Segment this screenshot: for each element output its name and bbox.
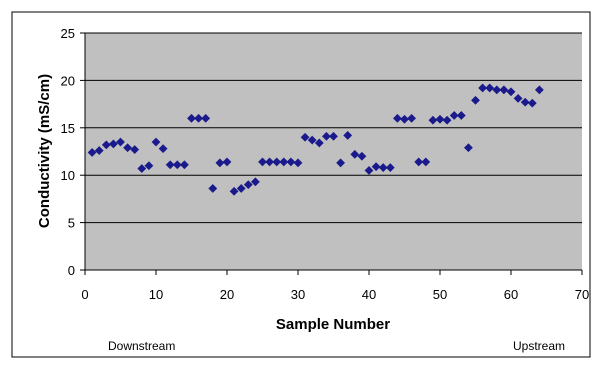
- data-point: [307, 135, 317, 145]
- y-tick-label: 25: [61, 26, 75, 41]
- data-point: [300, 132, 310, 142]
- data-point: [158, 144, 168, 154]
- data-point: [364, 165, 374, 175]
- x-axis-ticks: 0 10 20 30 40 50 60 70: [81, 270, 589, 302]
- y-tick-label: 15: [61, 121, 75, 136]
- x-tick-label: 40: [362, 287, 376, 302]
- data-point: [329, 131, 338, 141]
- data-point: [407, 113, 417, 123]
- data-point: [314, 138, 324, 148]
- data-point: [428, 115, 438, 125]
- data-point: [130, 145, 140, 155]
- data-point: [250, 177, 260, 187]
- data-point: [151, 137, 161, 147]
- data-point: [385, 163, 395, 173]
- data-point: [400, 114, 409, 124]
- data-point: [165, 160, 175, 170]
- data-point: [258, 157, 267, 167]
- data-point: [116, 137, 125, 147]
- data-point: [343, 130, 353, 140]
- data-point: [350, 149, 360, 159]
- data-point: [449, 110, 459, 120]
- data-point: [534, 85, 544, 95]
- data-points: [87, 83, 544, 196]
- x-tick-label: 70: [575, 287, 589, 302]
- data-point: [392, 113, 402, 123]
- data-point: [215, 158, 225, 168]
- data-point: [222, 157, 232, 167]
- data-point: [463, 143, 473, 153]
- data-point: [357, 151, 367, 161]
- y-tick-label: 10: [61, 168, 75, 183]
- x-tick-label: 30: [291, 287, 305, 302]
- data-point: [471, 95, 480, 105]
- y-axis-title: Conductivity (mS/cm): [36, 74, 53, 228]
- data-point: [101, 140, 111, 150]
- data-point: [179, 160, 189, 170]
- x-tick-label: 0: [81, 287, 88, 302]
- data-point: [527, 98, 537, 108]
- data-point: [272, 157, 282, 167]
- data-point: [172, 160, 182, 170]
- data-point: [506, 87, 516, 97]
- y-tick-label: 0: [68, 263, 75, 278]
- data-point: [478, 83, 488, 93]
- data-point: [513, 93, 523, 103]
- data-point: [194, 113, 204, 123]
- annotation-upstream: Upstream: [513, 339, 565, 353]
- x-axis-title: Sample Number: [276, 316, 390, 333]
- data-point: [94, 146, 104, 156]
- annotation-downstream: Downstream: [108, 339, 175, 353]
- data-point: [321, 131, 331, 141]
- data-point: [123, 143, 133, 153]
- x-tick-label: 60: [504, 287, 518, 302]
- data-point: [208, 183, 218, 193]
- data-point: [421, 157, 431, 167]
- y-tick-label: 5: [68, 216, 75, 231]
- data-point: [435, 114, 445, 124]
- data-point: [442, 115, 452, 125]
- y-axis-ticks: 0 5 10 15 20 25: [61, 26, 85, 278]
- x-tick-label: 20: [220, 287, 234, 302]
- x-tick-label: 50: [433, 287, 447, 302]
- x-tick-label: 10: [149, 287, 163, 302]
- gridlines: [85, 32, 582, 224]
- data-point: [144, 161, 154, 171]
- y-tick-label: 20: [61, 73, 75, 88]
- data-point: [137, 164, 147, 174]
- data-point: [236, 183, 246, 193]
- data-point: [187, 113, 196, 123]
- data-point: [286, 157, 296, 167]
- data-point: [499, 85, 509, 95]
- data-point: [456, 110, 466, 120]
- plot-area: [85, 33, 582, 270]
- data-point: [243, 180, 253, 190]
- data-point: [265, 157, 275, 167]
- data-point: [279, 157, 289, 167]
- data-point: [378, 163, 388, 173]
- data-point: [492, 85, 502, 95]
- data-point: [229, 186, 239, 196]
- data-point: [293, 158, 303, 168]
- data-point: [414, 157, 424, 167]
- data-point: [108, 139, 118, 149]
- data-point: [87, 147, 97, 157]
- data-point: [371, 162, 381, 172]
- data-point: [201, 113, 211, 123]
- data-point: [520, 97, 530, 107]
- data-point: [485, 83, 495, 93]
- data-point: [336, 158, 346, 168]
